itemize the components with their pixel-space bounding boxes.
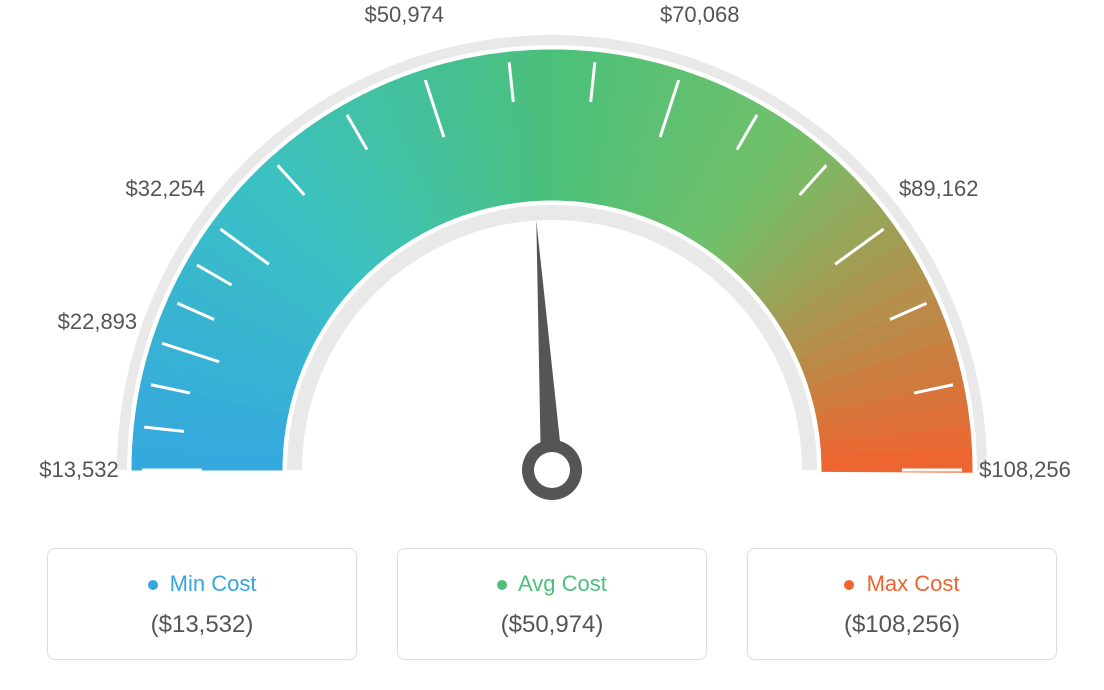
gauge-tick-label: $89,162	[899, 176, 979, 202]
gauge-tick-label: $108,256	[979, 457, 1071, 483]
legend-value-max: ($108,256)	[748, 611, 1056, 639]
gauge-tick-label: $50,974	[365, 2, 445, 28]
gauge-chart: $13,532 $22,893 $32,254 $50,974 $70,068 $89,1…	[0, 0, 1104, 520]
legend-value-min: ($13,532)	[48, 611, 356, 639]
dot-avg	[497, 580, 507, 590]
legend-card-min: Min Cost ($13,532)	[47, 548, 357, 660]
legend-card-max: Max Cost ($108,256)	[747, 548, 1057, 660]
gauge-tick-label: $22,893	[58, 309, 138, 335]
gauge-tick-label: $13,532	[39, 457, 119, 483]
legend-title-max: Max Cost	[748, 571, 1056, 597]
legend-title-avg-text: Avg Cost	[518, 571, 607, 596]
legend-title-max-text: Max Cost	[867, 571, 960, 596]
gauge-tick-label: $70,068	[660, 2, 740, 28]
legend-value-avg: ($50,974)	[398, 611, 706, 639]
legend-title-min-text: Min Cost	[170, 571, 257, 596]
gauge-svg	[0, 0, 1104, 560]
legend-card-avg: Avg Cost ($50,974)	[397, 548, 707, 660]
gauge-tick-label: $32,254	[126, 176, 206, 202]
legend-row: Min Cost ($13,532) Avg Cost ($50,974) Ma…	[0, 548, 1104, 660]
legend-title-avg: Avg Cost	[398, 571, 706, 597]
dot-max	[844, 580, 854, 590]
dot-min	[148, 580, 158, 590]
legend-title-min: Min Cost	[48, 571, 356, 597]
